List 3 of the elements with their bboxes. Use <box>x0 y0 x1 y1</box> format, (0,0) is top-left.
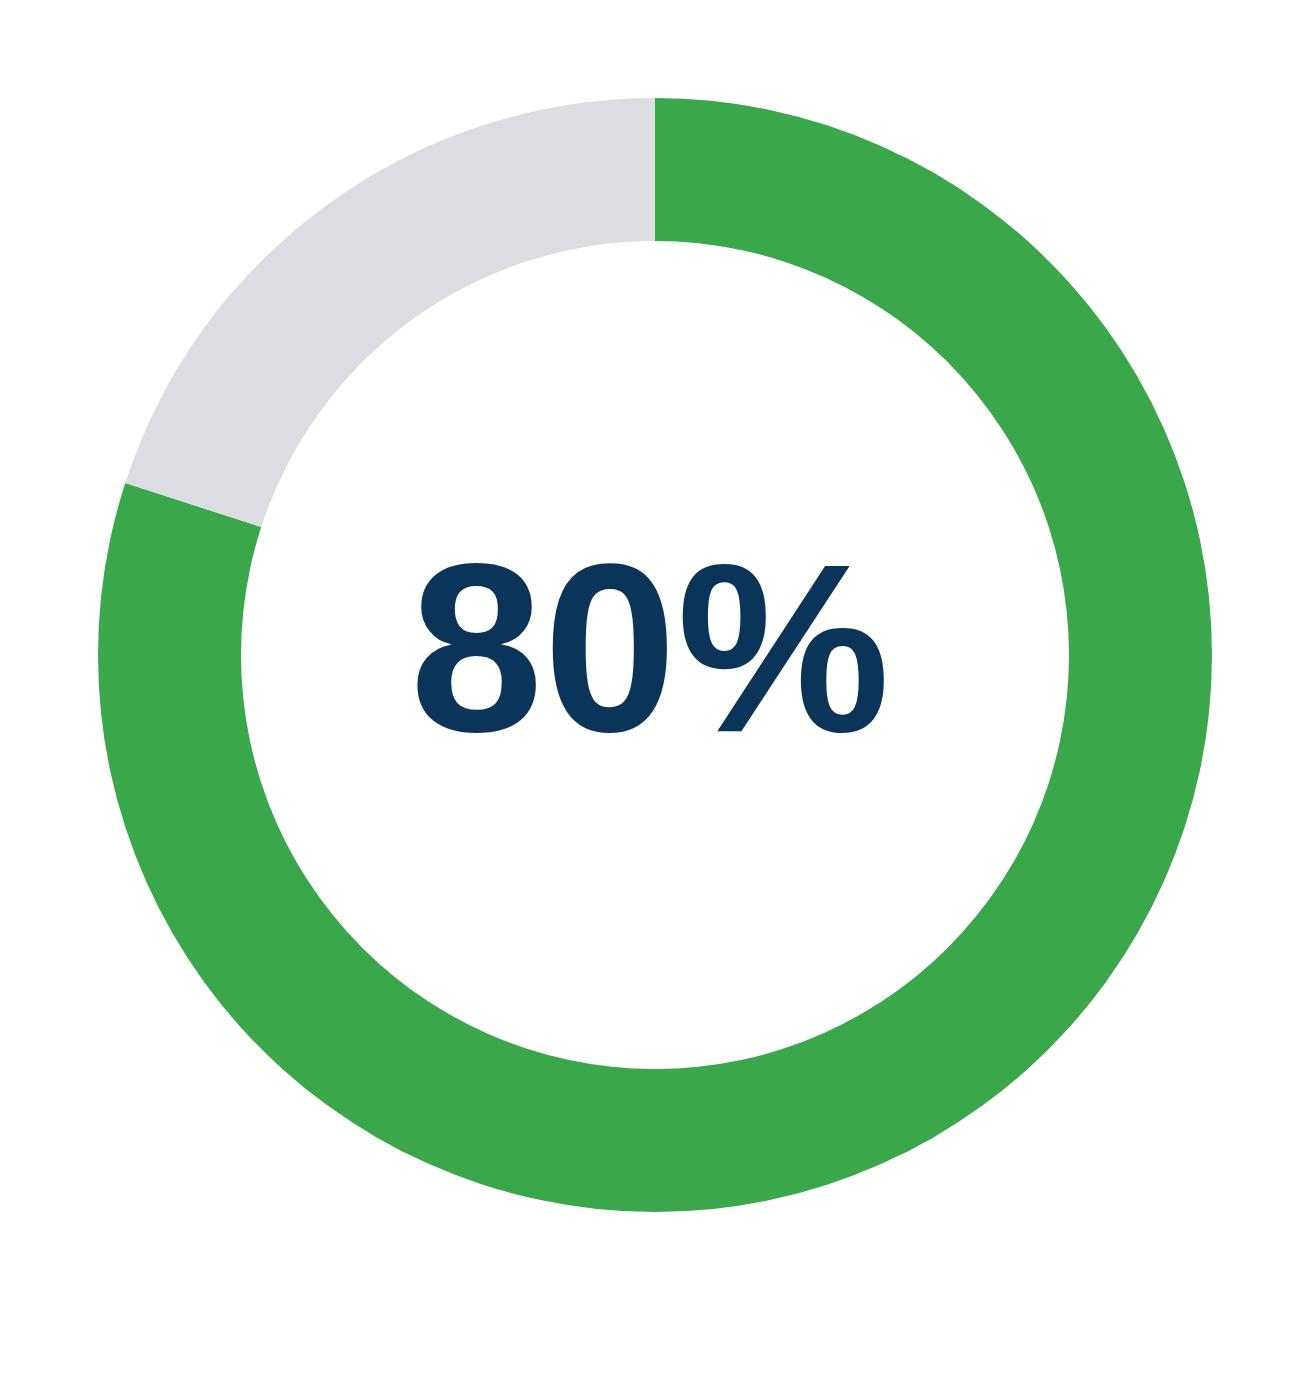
text: 80% <box>408 514 892 782</box>
donut-slice <box>98 98 1212 1212</box>
donut-slice <box>125 98 655 528</box>
